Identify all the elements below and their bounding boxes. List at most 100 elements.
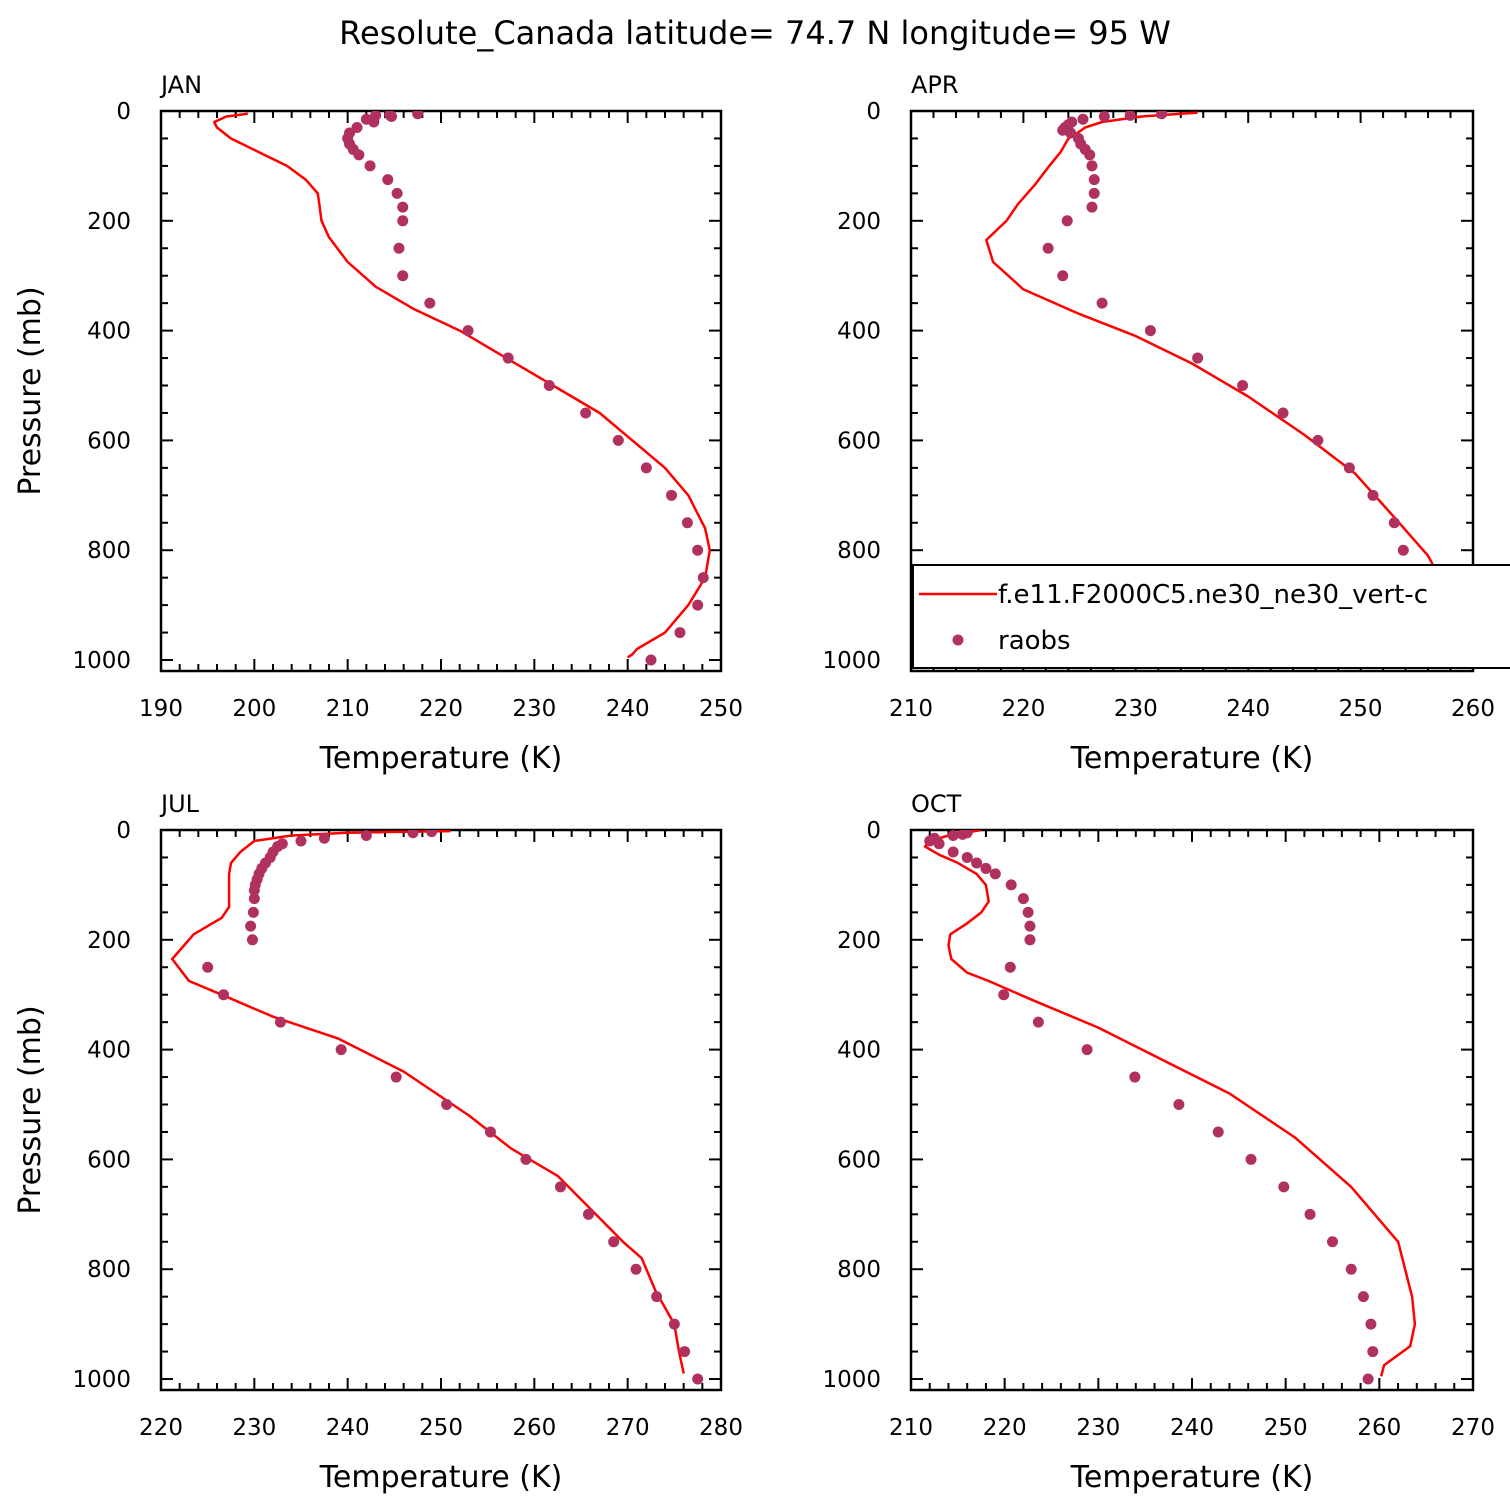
x-tick-label: 260 bbox=[512, 1415, 556, 1441]
y-tick-label: 400 bbox=[837, 1038, 881, 1064]
raobs-point bbox=[1345, 1263, 1357, 1275]
y-tick-label: 600 bbox=[837, 428, 881, 454]
plot-area bbox=[212, 111, 712, 666]
raobs-point bbox=[666, 489, 678, 501]
y-tick-label: 0 bbox=[866, 818, 881, 844]
x-axis-title: Temperature (K) bbox=[319, 741, 563, 776]
y-axis-title: Pressure (mb) bbox=[13, 1005, 48, 1214]
raobs-point bbox=[1086, 160, 1098, 172]
x-tick-label: 220 bbox=[983, 1415, 1027, 1441]
x-axis-title: Temperature (K) bbox=[319, 1460, 563, 1495]
y-tick-label: 600 bbox=[87, 428, 131, 454]
raobs-point bbox=[998, 989, 1010, 1001]
raobs-point bbox=[335, 1044, 347, 1056]
plot-frame bbox=[909, 109, 1475, 673]
raobs-point bbox=[1343, 462, 1355, 474]
raobs-point bbox=[1061, 215, 1073, 227]
raobs-point bbox=[1278, 1181, 1290, 1193]
x-tick-label: 240 bbox=[1170, 1415, 1214, 1441]
raobs-point bbox=[1096, 297, 1108, 309]
panel-label: JUL bbox=[159, 790, 200, 818]
x-tick-label: 230 bbox=[512, 696, 556, 722]
raobs-point bbox=[248, 884, 260, 896]
x-tick-label: 220 bbox=[419, 696, 463, 722]
y-tick-label: 0 bbox=[866, 99, 881, 125]
plot-frame bbox=[909, 828, 1475, 1392]
raobs-point bbox=[382, 174, 394, 186]
raobs-point bbox=[543, 380, 555, 392]
raobs-point bbox=[318, 832, 330, 844]
raobs-point bbox=[1084, 149, 1096, 161]
raobs-point bbox=[1304, 1208, 1316, 1220]
legend-model-label: f.e11.F2000C5.ne30_ne30_vert-c bbox=[998, 580, 1428, 610]
raobs-point bbox=[924, 835, 936, 847]
raobs-point bbox=[1042, 242, 1054, 254]
y-tick-label: 800 bbox=[87, 538, 131, 564]
x-tick-label: 270 bbox=[1451, 1415, 1495, 1441]
raobs-point bbox=[1124, 111, 1136, 121]
x-tick-label: 210 bbox=[889, 1415, 933, 1441]
raobs-point bbox=[1005, 879, 1017, 891]
raobs-point bbox=[245, 920, 257, 932]
raobs-point bbox=[1277, 407, 1289, 419]
y-tick-label: 400 bbox=[87, 1038, 131, 1064]
raobs-point bbox=[295, 835, 307, 847]
raobs-point bbox=[1088, 187, 1100, 199]
plot-area bbox=[170, 830, 704, 1385]
raobs-point bbox=[1144, 325, 1156, 337]
raobs-point bbox=[645, 654, 657, 666]
raobs-point bbox=[1156, 111, 1168, 120]
x-tick-label: 230 bbox=[1076, 1415, 1120, 1441]
raobs-point bbox=[980, 862, 992, 874]
raobs-point bbox=[947, 846, 959, 858]
raobs-point bbox=[397, 215, 409, 227]
raobs-point bbox=[462, 325, 474, 337]
y-tick-label: 1000 bbox=[822, 648, 881, 674]
raobs-point bbox=[1004, 961, 1016, 973]
x-tick-label: 250 bbox=[1339, 696, 1383, 722]
raobs-point bbox=[484, 1126, 496, 1138]
panel-label: OCT bbox=[911, 790, 962, 818]
raobs-point bbox=[1024, 934, 1036, 946]
raobs-point bbox=[1365, 1318, 1377, 1330]
figure-title: Resolute_Canada latitude= 74.7 N longitu… bbox=[339, 14, 1171, 52]
y-tick-label: 600 bbox=[837, 1147, 881, 1173]
model-profile-line bbox=[923, 830, 1417, 1377]
raobs-point bbox=[554, 1181, 566, 1193]
raobs-point bbox=[441, 1099, 453, 1111]
panel-oct: 210 220 230 240 250 260 270 0 200 400 600 800 1000 OC… bbox=[822, 790, 1495, 1495]
model-profile-line bbox=[212, 112, 712, 659]
legend-point-swatch bbox=[952, 634, 964, 646]
raobs-point bbox=[1312, 434, 1324, 446]
raobs-point bbox=[1088, 174, 1100, 186]
raobs-point bbox=[1327, 1236, 1338, 1248]
raobs-point bbox=[384, 111, 396, 121]
raobs-point bbox=[390, 1071, 402, 1083]
x-tick-label: 250 bbox=[419, 1415, 463, 1441]
raobs-point bbox=[397, 270, 409, 282]
raobs-point bbox=[353, 149, 365, 161]
raobs-point bbox=[248, 893, 260, 905]
y-tick-label: 1000 bbox=[72, 648, 131, 674]
raobs-point bbox=[1024, 920, 1036, 932]
raobs-point bbox=[391, 187, 403, 199]
raobs-point bbox=[668, 1318, 680, 1330]
raobs-point bbox=[1192, 352, 1204, 364]
y-tick-label: 200 bbox=[87, 209, 131, 235]
plot-frame bbox=[159, 109, 723, 673]
raobs-point bbox=[1098, 111, 1110, 122]
x-tick-label: 280 bbox=[699, 1415, 743, 1441]
x-tick-label: 220 bbox=[1001, 696, 1045, 722]
raobs-point bbox=[640, 462, 652, 474]
raobs-point bbox=[360, 830, 372, 841]
x-tick-label: 190 bbox=[139, 696, 183, 722]
raobs-point bbox=[1397, 544, 1409, 556]
raobs-point bbox=[692, 599, 704, 611]
raobs-point bbox=[1017, 893, 1029, 905]
y-tick-label: 800 bbox=[837, 538, 881, 564]
raobs-point bbox=[580, 407, 592, 419]
plot-frame bbox=[159, 828, 723, 1392]
panel-apr: 210 220 230 240 250 260 0 200 400 600 800 1000 APR Te… bbox=[822, 71, 1495, 776]
